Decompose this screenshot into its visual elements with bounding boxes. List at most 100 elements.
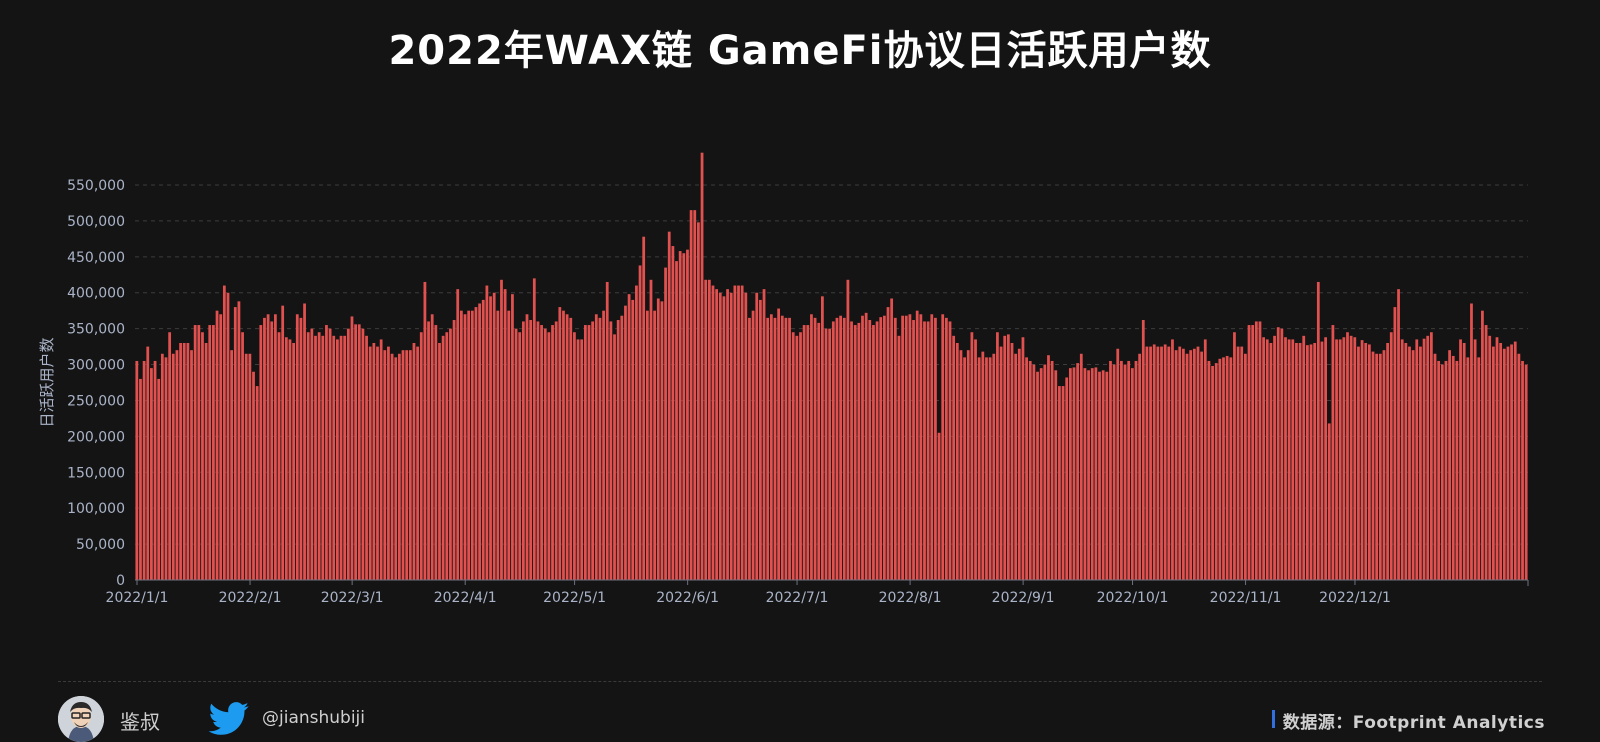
- bar: [1265, 339, 1269, 580]
- bar: [248, 353, 252, 580]
- bar: [802, 325, 806, 580]
- bar: [769, 314, 773, 580]
- bar: [412, 343, 416, 580]
- bar: [751, 310, 755, 580]
- bar: [1258, 321, 1262, 580]
- bar: [1349, 335, 1353, 580]
- bar: [1043, 364, 1047, 580]
- bar: [1327, 423, 1331, 580]
- bar: [445, 332, 449, 580]
- bar: [1269, 343, 1273, 580]
- bar: [1346, 332, 1349, 580]
- bar: [1247, 325, 1251, 580]
- bar: [540, 325, 543, 580]
- bar: [233, 307, 237, 580]
- bar: [481, 299, 485, 580]
- bar: [259, 325, 263, 580]
- bar: [620, 315, 624, 580]
- bar: [1357, 346, 1360, 580]
- bar: [915, 310, 919, 580]
- y-tick-label: 250,000: [67, 393, 125, 409]
- bar: [748, 317, 751, 580]
- bar: [707, 279, 711, 580]
- footer: 鉴叔 @jianshubiji 数据源：Footprint Analytics: [0, 696, 1600, 742]
- bar: [1196, 346, 1200, 580]
- bar: [328, 328, 332, 580]
- x-axis: [135, 579, 1529, 586]
- bar: [314, 335, 317, 580]
- y-tick-labels: 0 50,000 100,000 150,000 200,000 250,000 300,0…: [67, 178, 125, 589]
- bar: [985, 357, 988, 580]
- bar: [306, 332, 310, 580]
- bar: [638, 265, 642, 580]
- bar: [726, 289, 729, 580]
- bar: [1174, 350, 1178, 580]
- bar: [1400, 339, 1404, 580]
- bar: [485, 285, 489, 580]
- bar: [1386, 343, 1389, 580]
- bar: [1083, 368, 1087, 580]
- bar: [1495, 337, 1499, 580]
- bar: [263, 317, 266, 580]
- bar: [908, 314, 912, 580]
- bar: [697, 222, 700, 580]
- bar: [1429, 332, 1433, 580]
- bar: [135, 360, 139, 580]
- bar: [1225, 355, 1229, 580]
- bar: [977, 357, 981, 580]
- bar: [1014, 353, 1018, 580]
- bar: [1426, 335, 1430, 580]
- bar: [948, 321, 952, 580]
- bar: [762, 289, 766, 580]
- bar: [1397, 289, 1400, 580]
- bar: [1101, 370, 1105, 580]
- bar: [660, 301, 664, 580]
- bar: [551, 325, 554, 580]
- bar: [1462, 343, 1466, 580]
- bar: [1028, 360, 1032, 580]
- bar: [1240, 346, 1244, 580]
- bar: [547, 332, 551, 580]
- bar: [580, 339, 584, 580]
- bar: [886, 307, 890, 580]
- bar: [573, 332, 576, 580]
- bar: [1127, 360, 1131, 580]
- bar: [893, 317, 897, 580]
- x-tick-label: 2022/1/1: [106, 590, 169, 606]
- y-tick-label: 200,000: [67, 429, 125, 445]
- bar: [193, 325, 197, 580]
- bar: [554, 321, 558, 580]
- bar: [839, 315, 842, 580]
- bar: [387, 346, 390, 580]
- bar: [376, 346, 379, 580]
- bar: [1360, 340, 1364, 580]
- bar: [1120, 360, 1123, 580]
- bar: [864, 312, 868, 580]
- bar: [1448, 350, 1451, 580]
- bar: [1098, 371, 1101, 580]
- bar: [405, 350, 409, 580]
- y-tick-label: 450,000: [67, 250, 125, 266]
- bar: [1502, 348, 1506, 580]
- bar: [208, 325, 212, 580]
- bar: [441, 335, 445, 580]
- bar: [383, 350, 387, 580]
- bar: [1415, 339, 1419, 580]
- bar: [974, 339, 977, 580]
- data-source: 数据源：Footprint Analytics: [1282, 713, 1545, 733]
- bar: [1375, 353, 1379, 580]
- bar: [492, 292, 496, 580]
- bar: [1262, 337, 1266, 580]
- bar: [941, 314, 945, 580]
- bar: [274, 314, 277, 580]
- bar: [1236, 346, 1240, 580]
- x-tick-label: 2022/11/1: [1210, 590, 1282, 606]
- footer-divider: [58, 681, 1542, 682]
- bar: [1331, 325, 1335, 580]
- bar: [190, 350, 193, 580]
- bar: [1484, 325, 1488, 580]
- bar: [168, 332, 172, 580]
- bar: [682, 253, 686, 581]
- x-tick-label: 2022/2/1: [219, 590, 282, 606]
- bar: [1287, 339, 1291, 580]
